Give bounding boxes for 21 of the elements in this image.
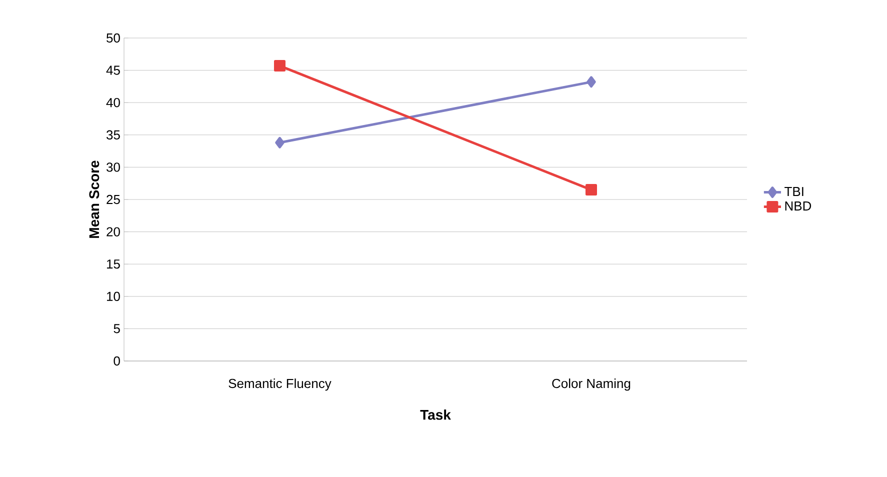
- y-tick-label: 30: [106, 162, 120, 172]
- x-tick-label: Color Naming: [552, 378, 630, 391]
- y-tick-label: 20: [106, 227, 120, 236]
- y-axis-title: Mean Score: [89, 160, 100, 238]
- x-tick-label: Semantic Fluency: [228, 378, 332, 391]
- y-tick-label: 10: [106, 292, 120, 301]
- legend-label: NBD: [785, 202, 812, 210]
- point: [586, 76, 596, 88]
- legend-label: TBI: [784, 187, 804, 196]
- y-tick-label: 0: [114, 356, 120, 366]
- point: [275, 136, 284, 148]
- y-tick-label: 15: [106, 260, 120, 269]
- point: [274, 60, 286, 72]
- y-tick-label: 5: [114, 324, 120, 334]
- y-tick-label: 35: [106, 130, 120, 140]
- point: [586, 184, 598, 196]
- y-tick-label: 25: [106, 194, 120, 204]
- y-tick-label: 40: [106, 98, 120, 108]
- y-tick-label: 50: [106, 33, 120, 43]
- y-tick-label: 45: [106, 66, 120, 75]
- x-axis-title: Task: [420, 410, 451, 420]
